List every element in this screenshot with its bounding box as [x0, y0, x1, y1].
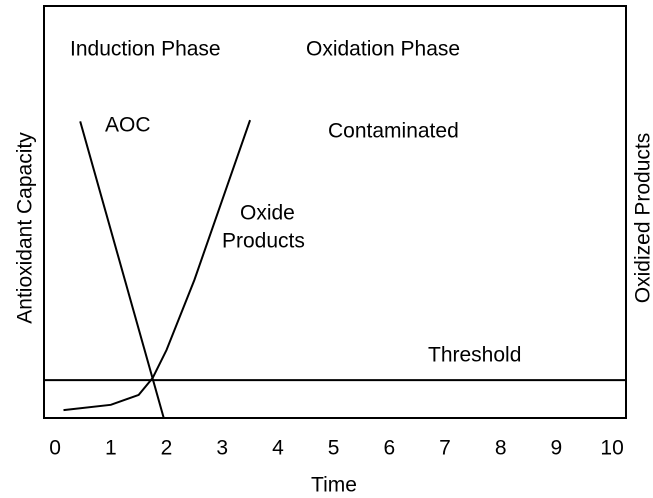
x-tick-label: 0: [49, 437, 61, 460]
x-axis-label: Time: [311, 474, 357, 497]
x-tick-label: 7: [439, 437, 451, 460]
x-tick-label: 6: [383, 437, 395, 460]
x-tick-label: 9: [551, 437, 563, 460]
x-tick-label: 3: [216, 437, 228, 460]
series-line: [63, 119, 252, 412]
x-tick-label: 2: [161, 437, 173, 460]
annotation: Oxidation Phase: [306, 38, 460, 61]
plot-frame: [43, 5, 627, 419]
series-line: [79, 121, 165, 419]
x-tick-label: 8: [495, 437, 507, 460]
y2-axis-label: Oxidized Products: [632, 133, 653, 303]
y-axis-label: Antioxidant Capacity: [14, 132, 37, 324]
x-tick-label: 4: [272, 437, 284, 460]
annotation: Products: [222, 230, 305, 253]
annotation: Contaminated: [328, 120, 459, 143]
legend-label: AOC: [105, 114, 151, 137]
annotation: Oxide: [240, 202, 295, 225]
x-tick-label: 10: [600, 437, 623, 460]
threshold-label: Threshold: [428, 344, 521, 367]
x-tick-label: 1: [105, 437, 117, 460]
x-tick-label: 5: [328, 437, 340, 460]
annotation: Induction Phase: [70, 38, 221, 61]
